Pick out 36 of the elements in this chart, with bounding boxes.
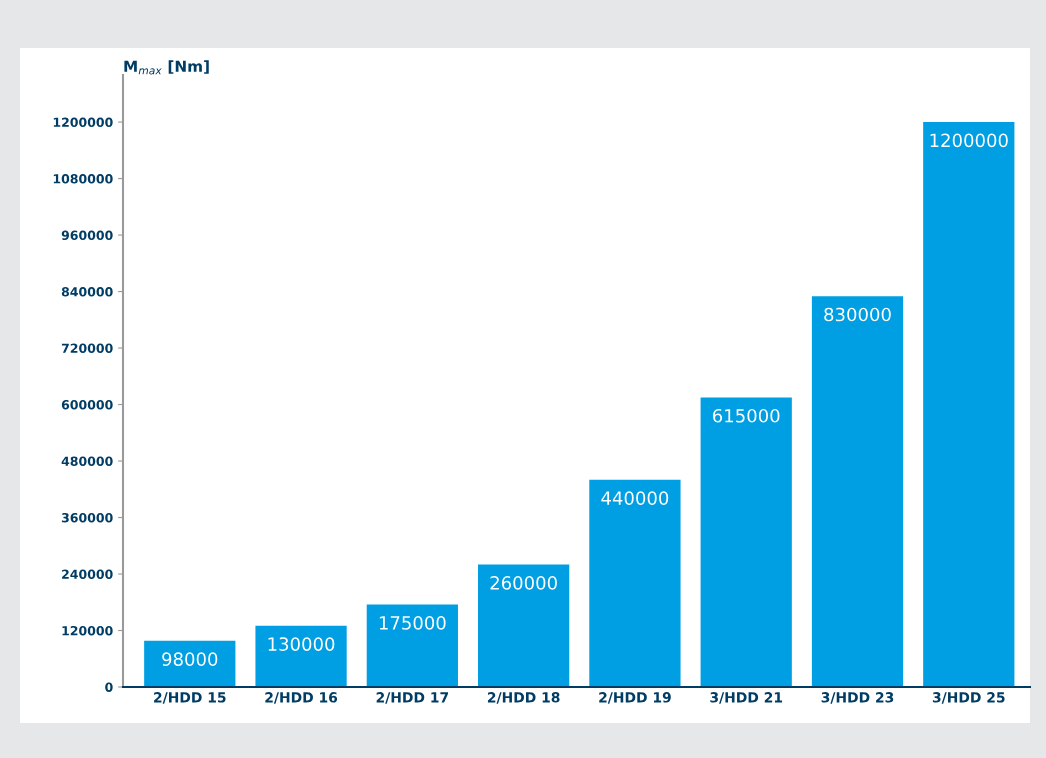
data-label: 1200000 bbox=[930, 133, 1008, 148]
bar bbox=[589, 479, 681, 687]
x-tick-label: 2/HDD 17 bbox=[376, 692, 449, 704]
data-label: 615000 bbox=[713, 408, 780, 423]
bar bbox=[366, 604, 458, 687]
data-label: 175000 bbox=[379, 616, 446, 630]
y-tick-label: 960000 bbox=[61, 230, 113, 240]
x-tick-label: 2/HDD 16 bbox=[265, 692, 338, 704]
y-tick-label: 120000 bbox=[62, 625, 113, 636]
bar bbox=[144, 640, 236, 687]
data-label: 830000 bbox=[824, 307, 891, 322]
bar bbox=[255, 625, 347, 687]
bar bbox=[700, 397, 792, 687]
x-tick-label: 3/HDD 21 bbox=[710, 692, 783, 704]
y-axis-title: M$_{max}$ [Nm] bbox=[124, 60, 209, 75]
y-tick-label: 600000 bbox=[61, 400, 113, 410]
y-tick-label: 720000 bbox=[61, 343, 113, 353]
x-tick-label: 2/HDD 15 bbox=[154, 692, 226, 704]
y-tick-label: 360000 bbox=[61, 512, 113, 523]
y-tick-label: 1200000 bbox=[53, 117, 113, 127]
data-label: 440000 bbox=[601, 491, 669, 505]
y-tick-label: 240000 bbox=[62, 569, 113, 579]
data-label: 260000 bbox=[490, 576, 557, 590]
bar bbox=[478, 564, 570, 687]
data-label: 98000 bbox=[162, 652, 218, 666]
x-tick-label: 2/HDD 18 bbox=[487, 692, 560, 704]
data-label: 130000 bbox=[268, 637, 335, 651]
x-tick-label: 3/HDD 25 bbox=[932, 692, 1005, 704]
x-tick-label: 2/HDD 19 bbox=[599, 692, 671, 704]
y-tick-label: 1080000 bbox=[53, 174, 113, 184]
bar bbox=[811, 296, 904, 687]
bar bbox=[923, 122, 1015, 687]
y-tick-label: 0 bbox=[105, 682, 113, 692]
y-tick-label: 480000 bbox=[61, 456, 113, 466]
x-tick-label: 3/HDD 23 bbox=[821, 692, 894, 704]
y-tick-label: 840000 bbox=[61, 287, 113, 297]
